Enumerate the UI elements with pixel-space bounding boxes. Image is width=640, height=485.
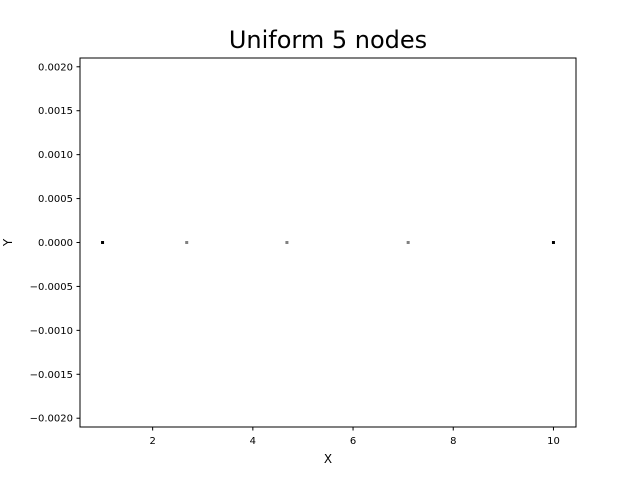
x-tick-label: 8	[450, 436, 456, 447]
data-points	[101, 241, 555, 244]
y-tick-label: 0.0000	[38, 238, 73, 249]
x-tick-label: 10	[547, 436, 560, 447]
y-tick-label: 0.0015	[38, 106, 73, 117]
data-point	[285, 241, 289, 244]
y-tick-label: −0.0005	[30, 282, 73, 293]
x-tick-label: 4	[250, 436, 256, 447]
y-tick-label: 0.0005	[38, 194, 73, 205]
x-axis-label: X	[324, 452, 332, 466]
y-tick-label: −0.0015	[30, 370, 73, 381]
y-tick-label: −0.0010	[30, 326, 73, 337]
chart-title: Uniform 5 nodes	[229, 26, 427, 54]
x-tick-label: 2	[149, 436, 155, 447]
x-axis: 2 4 6 8 10	[149, 427, 560, 447]
data-point	[551, 241, 555, 244]
data-point	[101, 241, 105, 244]
data-point	[185, 241, 189, 244]
y-tick-label: −0.0020	[30, 414, 73, 425]
data-point	[406, 241, 410, 244]
plot-area-frame	[79, 57, 577, 428]
y-axis-label: Y	[1, 238, 15, 247]
y-tick-label: 0.0020	[38, 62, 73, 73]
x-tick-label: 6	[350, 436, 356, 447]
y-tick-label: 0.0010	[38, 150, 73, 161]
y-axis: 0.0020 0.0015 0.0010 0.0005 0.0000 −0.0005 −0.…	[30, 62, 80, 425]
